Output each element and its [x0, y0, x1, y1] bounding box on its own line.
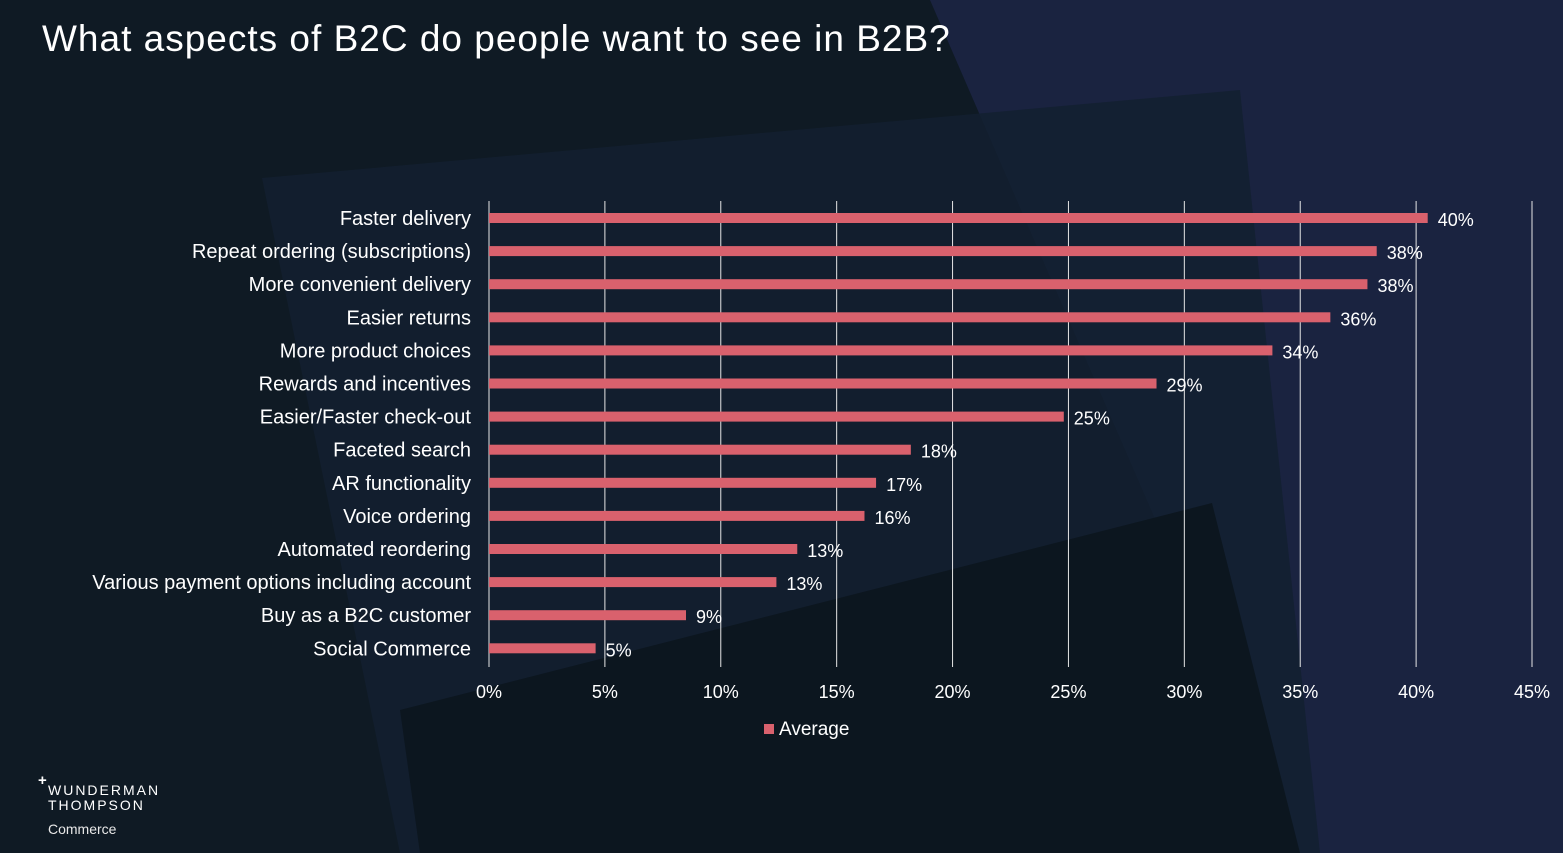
brand-name-line1: WUNDERMAN — [48, 782, 161, 798]
x-tick-label: 10% — [703, 682, 739, 702]
x-tick-label: 25% — [1050, 682, 1086, 702]
data-label: 5% — [606, 640, 632, 660]
category-label: Faceted search — [333, 440, 471, 462]
data-label: 36% — [1340, 309, 1376, 329]
x-tick-label: 20% — [935, 682, 971, 702]
bar — [489, 477, 877, 488]
category-label: Voice ordering — [343, 506, 471, 528]
bar — [489, 345, 1273, 356]
bar — [489, 544, 798, 554]
category-label: Various payment options including accoun… — [92, 572, 471, 594]
x-tick-label: 0% — [476, 682, 502, 702]
brand-name-line2: THOMPSON — [48, 797, 145, 813]
category-label: More product choices — [280, 340, 471, 362]
x-tick-label: 35% — [1282, 682, 1318, 702]
x-tick-label: 40% — [1398, 682, 1434, 702]
data-label: 38% — [1387, 243, 1423, 263]
bar — [489, 510, 865, 521]
category-label: Rewards and incentives — [259, 374, 471, 396]
brand-name-line3: Commerce — [48, 821, 117, 837]
bar — [489, 378, 1157, 389]
data-label: 9% — [696, 607, 722, 627]
legend-label: Average — [779, 719, 849, 740]
background-panel-dark — [400, 503, 1300, 853]
data-label: 13% — [807, 541, 843, 561]
bar — [489, 312, 1331, 323]
data-label: 13% — [786, 574, 822, 594]
bar — [489, 411, 1064, 422]
data-label: 38% — [1377, 276, 1413, 296]
brand-plus-icon: + — [38, 772, 47, 789]
data-label: 16% — [874, 508, 910, 528]
bar — [489, 577, 777, 588]
category-label: Easier/Faster check-out — [260, 407, 472, 429]
bar — [489, 213, 1428, 223]
data-label: 18% — [921, 442, 957, 462]
category-label: AR functionality — [332, 473, 471, 495]
x-tick-label: 45% — [1514, 682, 1550, 702]
page-title: What aspects of B2C do people want to se… — [42, 18, 951, 59]
data-label: 17% — [886, 475, 922, 495]
category-label: Social Commerce — [313, 638, 471, 660]
x-tick-label: 30% — [1166, 682, 1202, 702]
data-label: 34% — [1282, 342, 1318, 362]
category-label: Automated reordering — [278, 539, 471, 561]
bar — [489, 643, 596, 654]
category-label: Repeat ordering (subscriptions) — [192, 241, 471, 263]
data-label: 40% — [1438, 210, 1474, 230]
bar — [489, 246, 1377, 257]
category-label: Buy as a B2C customer — [261, 605, 471, 627]
bar — [489, 610, 687, 621]
data-label: 29% — [1167, 376, 1203, 396]
bar — [489, 279, 1368, 290]
bar — [489, 444, 911, 455]
category-label: Easier returns — [347, 307, 472, 329]
x-tick-label: 5% — [592, 682, 618, 702]
category-label: More convenient delivery — [249, 274, 471, 296]
category-label: Faster delivery — [340, 208, 471, 230]
data-label: 25% — [1074, 409, 1110, 429]
legend-swatch — [764, 724, 774, 734]
x-tick-label: 15% — [819, 682, 855, 702]
